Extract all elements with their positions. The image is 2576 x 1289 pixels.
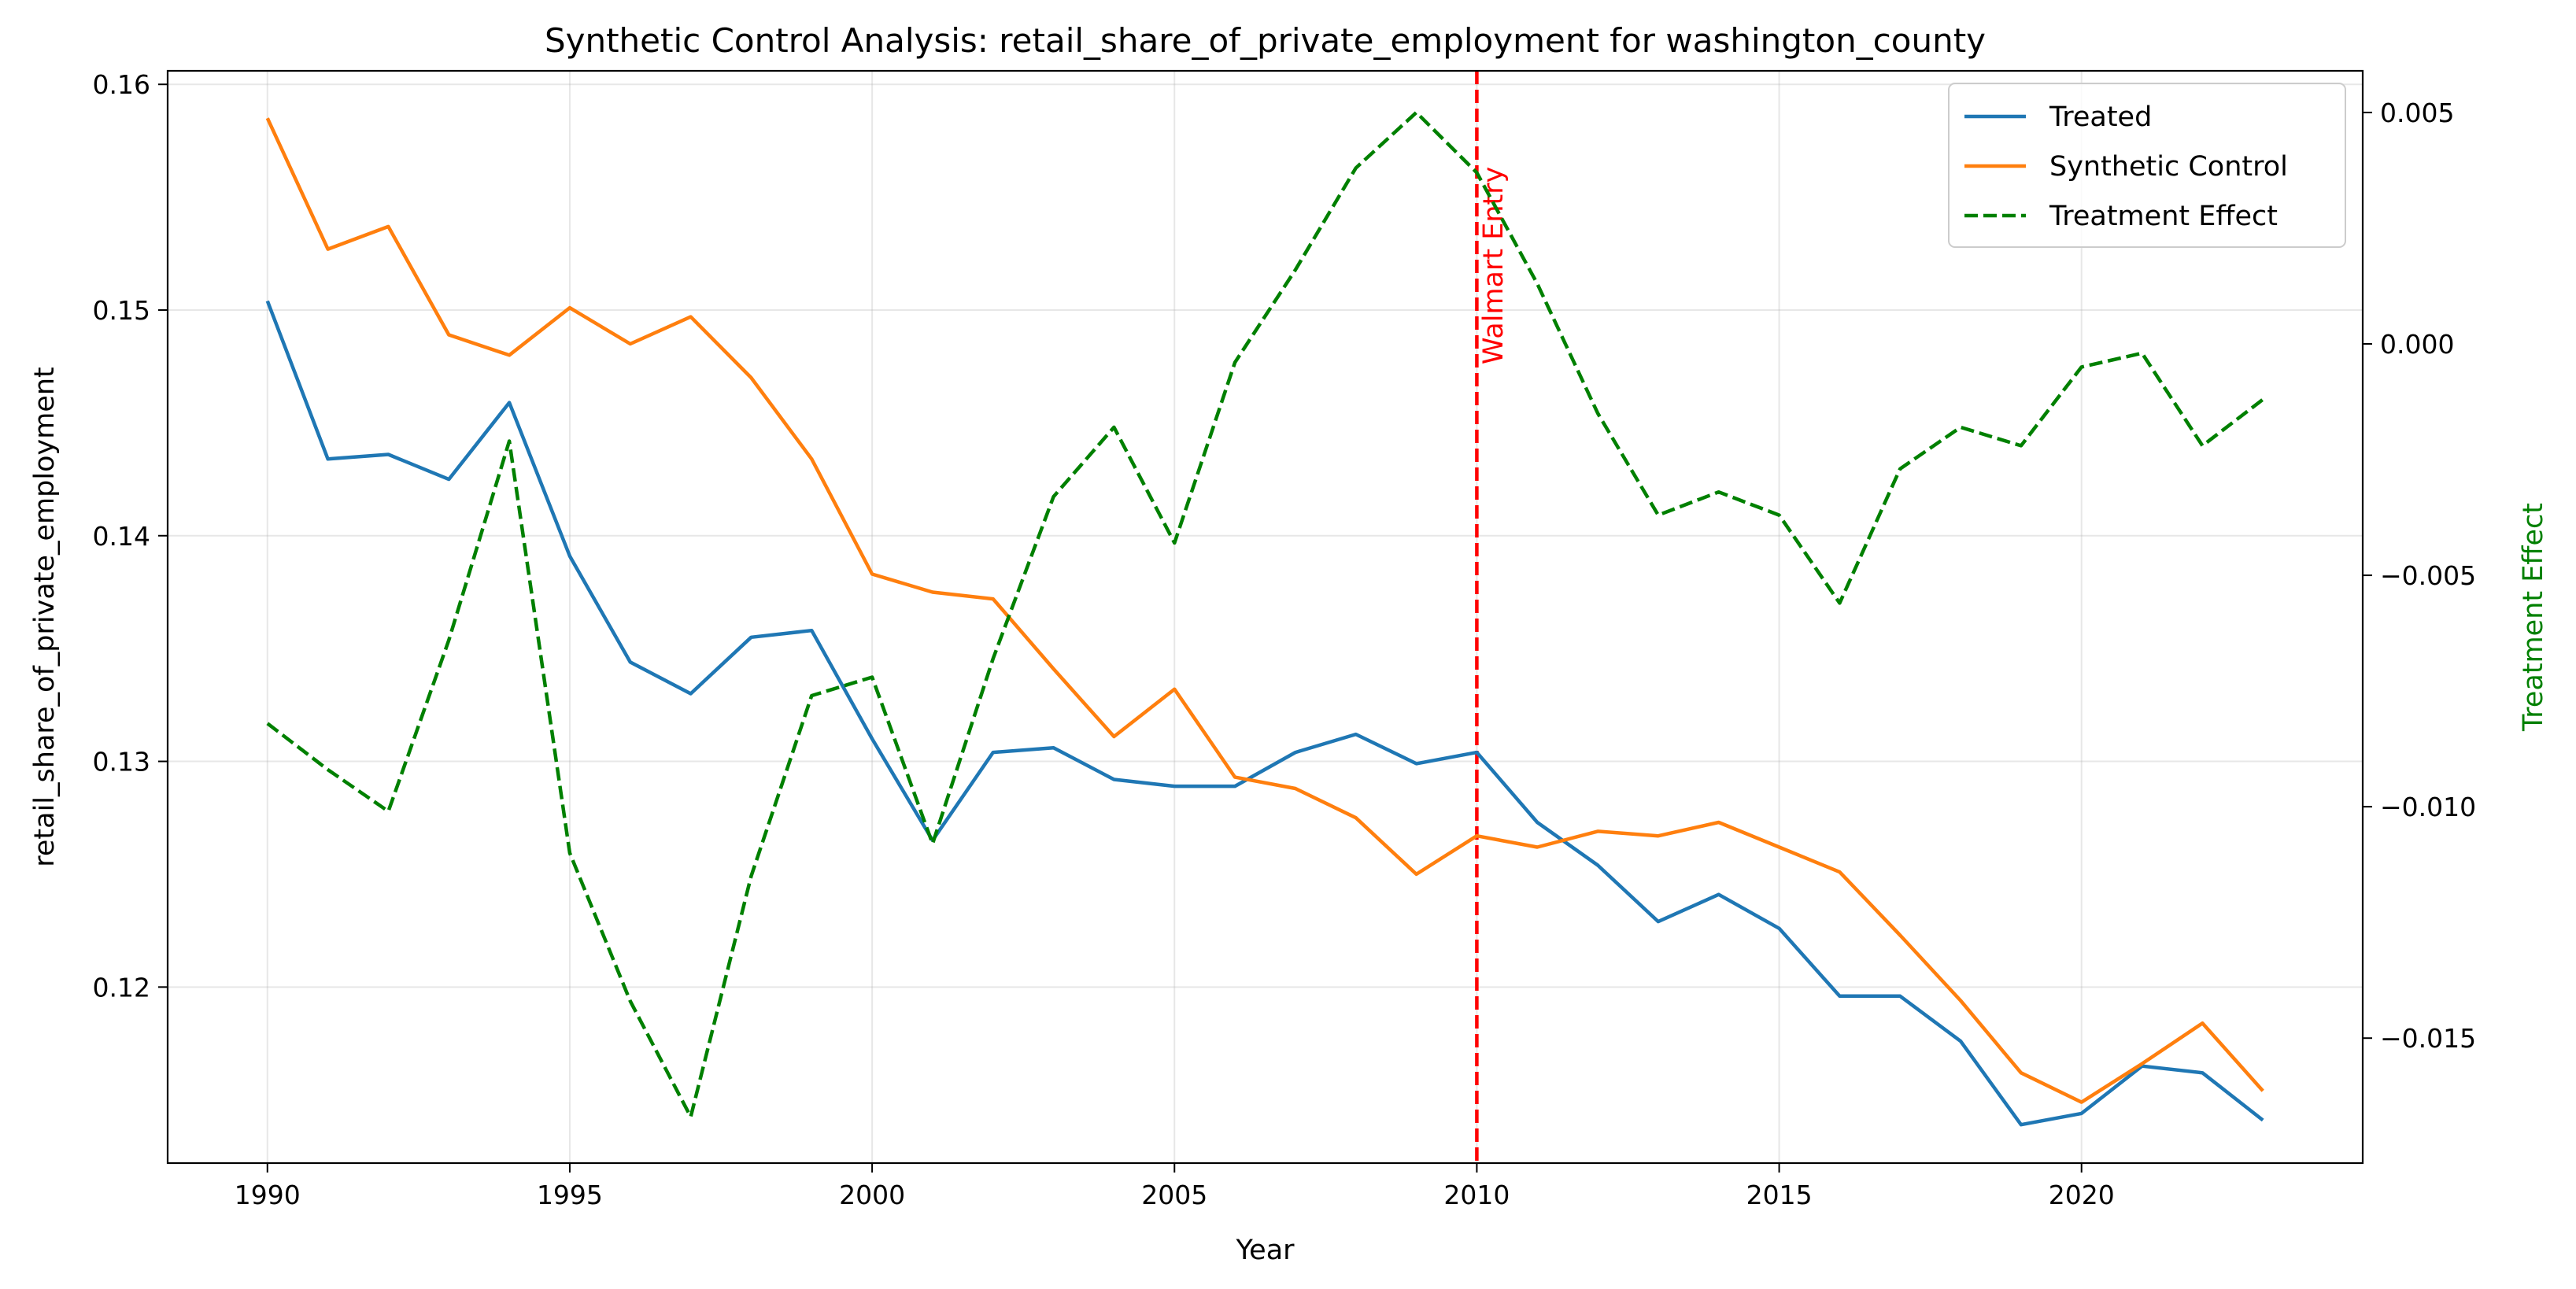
y2-tick-label: −0.015 — [2380, 1023, 2476, 1054]
grid-lines — [168, 71, 2363, 1163]
axis-ticks: 1990 1995 2000 2005 2010 2015 2020 0.12 0.13 0.14… — [93, 69, 2477, 1210]
y-tick-label: 0.12 — [93, 972, 150, 1003]
chart-title: Synthetic Control Analysis: retail_share… — [545, 21, 1986, 60]
y2-tick-label: 0.005 — [2380, 98, 2454, 128]
x-tick-label: 2000 — [839, 1180, 905, 1210]
y-tick-label: 0.15 — [93, 295, 150, 326]
series-layer — [265, 110, 2264, 1127]
y2-tick-label: −0.005 — [2380, 560, 2476, 591]
x-tick-label: 1995 — [537, 1180, 603, 1210]
y2-tick-label: 0.000 — [2380, 329, 2454, 360]
legend-box — [1948, 83, 2346, 248]
x-tick-label: 2020 — [2049, 1180, 2115, 1210]
annotation-layer: Walmart Entry — [1475, 71, 1510, 1163]
y-tick-label: 0.16 — [93, 69, 150, 100]
legend-label: Synthetic Control — [2049, 151, 2288, 183]
x-axis-label: Year — [1235, 1235, 1295, 1266]
legend-label: Treatment Effect — [2049, 201, 2278, 232]
plot-frame — [166, 69, 2364, 1165]
x-tick-label: 2015 — [1746, 1180, 1813, 1210]
y-tick-label: 0.14 — [93, 521, 150, 552]
series-line-treatment-effect — [266, 110, 2264, 1119]
x-tick-label: 2005 — [1141, 1180, 1207, 1210]
legend: Treated Synthetic Control Treatment Effect — [1948, 83, 2346, 248]
y2-axis-label: Treatment Effect — [2518, 503, 2549, 732]
series-line-synthetic-control — [265, 117, 2264, 1104]
x-tick-label: 1990 — [235, 1180, 301, 1210]
y-axis-label: retail_share_of_private_employment — [29, 367, 61, 867]
walmart-entry-label: Walmart Entry — [1478, 167, 1510, 364]
legend-label: Treated — [2049, 102, 2152, 133]
y2-tick-label: −0.010 — [2380, 792, 2476, 822]
y-tick-label: 0.13 — [93, 747, 150, 777]
x-tick-label: 2010 — [1443, 1180, 1510, 1210]
series-line-treated — [265, 300, 2264, 1127]
